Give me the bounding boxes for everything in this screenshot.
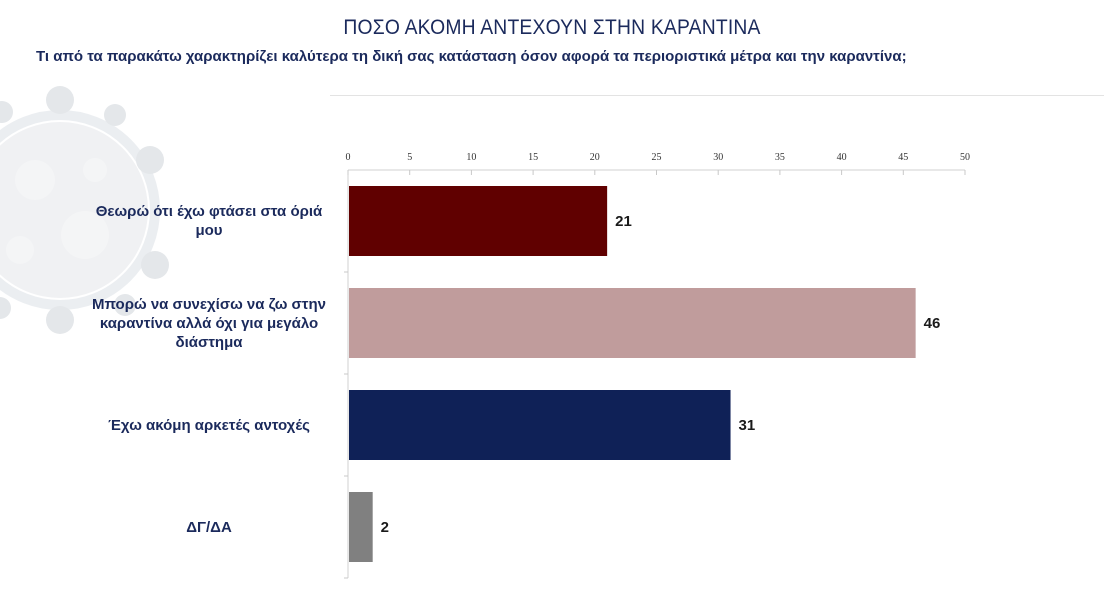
bar: [349, 288, 916, 358]
x-tick-label: 15: [528, 152, 538, 163]
data-label: 46: [924, 315, 941, 332]
page-subtitle: Τι από τα παρακάτω χαρακτηρίζει καλύτερα…: [36, 48, 907, 65]
bar: [349, 492, 373, 562]
x-tick-label: 0: [346, 152, 351, 163]
data-label: 31: [739, 417, 756, 434]
x-tick-label: 30: [713, 152, 723, 163]
page-title: ΠΟΣΟ ΑΚΟΜΗ ΑΝΤΕΧΟΥΝ ΣΤΗΝ ΚΑΡΑΝΤΙΝΑ: [343, 16, 761, 39]
x-tick-label: 35: [775, 152, 785, 163]
header-divider: [330, 95, 1104, 96]
x-tick-label: 40: [837, 152, 847, 163]
category-label: Μπορώ να συνεχίσω να ζω στην καραντίνα α…: [91, 295, 327, 351]
category-label: Έχω ακόμη αρκετές αντοχές: [108, 416, 310, 434]
x-tick-label: 5: [407, 152, 412, 163]
x-tick-label: 10: [466, 152, 476, 163]
category-label: Θεωρώ ότι έχω φτάσει στα όριά μου: [95, 203, 323, 239]
data-label: 21: [615, 213, 632, 230]
bar: [349, 186, 608, 256]
category-label: ΔΓ/ΔΑ: [186, 518, 232, 536]
x-tick-label: 50: [960, 152, 970, 163]
x-tick-label: 45: [898, 152, 908, 163]
x-tick-label: 20: [590, 152, 600, 163]
data-label: 2: [381, 519, 389, 536]
x-tick-label: 25: [652, 152, 662, 163]
bar: [349, 390, 731, 460]
